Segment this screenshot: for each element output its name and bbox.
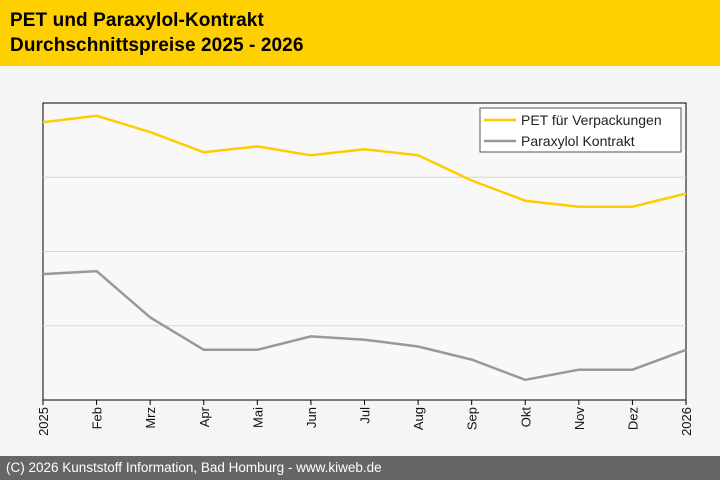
legend: PET für Verpackungen Paraxylol Kontrakt: [479, 107, 682, 153]
x-tick-label: Nov: [572, 407, 587, 431]
x-tick-label: Mrz: [143, 407, 158, 429]
x-tick-label: Dez: [625, 407, 640, 430]
gridlines: [43, 176, 686, 327]
x-tick-label: Apr: [197, 406, 212, 427]
copyright-text: (C) 2026 Kunststoff Information, Bad Hom…: [6, 460, 382, 475]
x-tick-label: Jun: [304, 407, 319, 428]
legend-box: [479, 107, 682, 153]
x-axis-labels: 2025 Feb Mrz Apr Mai Jun Jul Aug Sep Okt Nov Dez 202…: [36, 406, 694, 436]
x-tick-label: Mai: [250, 407, 265, 428]
x-tick-label: Feb: [90, 407, 105, 429]
x-tick-label: 2025: [36, 407, 51, 436]
x-tick-label: Aug: [411, 407, 426, 430]
series-lines: [42, 114, 687, 382]
chart-title-line-2: Durchschnittspreise 2025 - 2026: [10, 35, 304, 56]
chart-title-line-1: PET und Paraxylol-Kontrakt: [10, 10, 264, 31]
series-line-paraxylol: [42, 269, 687, 382]
x-tick-label: Okt: [518, 407, 533, 428]
line-chart: 2025 Feb Mrz Apr Mai Jun Jul Aug Sep Okt Nov Dez 202…: [36, 102, 694, 436]
footer-bar: (C) 2026 Kunststoff Information, Bad Hom…: [0, 456, 720, 480]
x-tick-label: 2026: [679, 407, 694, 436]
header-bar: PET und Paraxylol-Kontrakt Durchschnitts…: [0, 0, 720, 66]
series-line-pet: [42, 114, 687, 208]
x-tick-label: Sep: [465, 407, 480, 430]
legend-label-pet: PET für Verpackungen: [521, 112, 662, 128]
legend-label-paraxylol: Paraxylol Kontrakt: [521, 133, 635, 149]
x-tick-label: Jul: [358, 407, 373, 424]
x-axis-ticks: [42, 400, 687, 405]
